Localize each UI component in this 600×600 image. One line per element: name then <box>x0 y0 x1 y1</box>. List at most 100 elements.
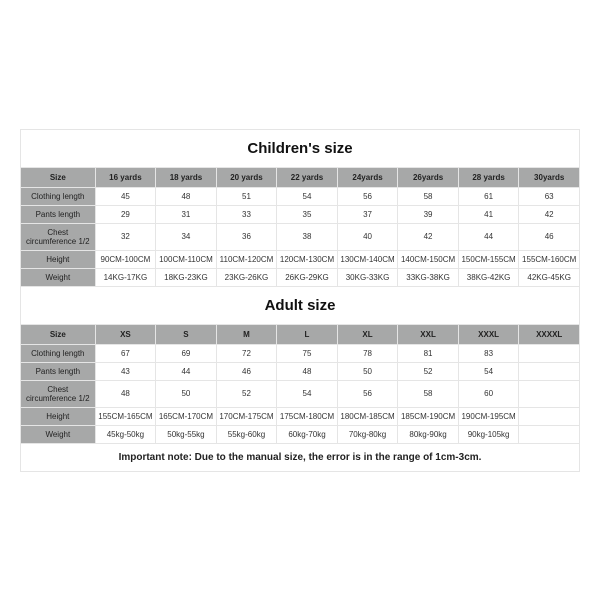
row-label: Weight <box>21 425 96 443</box>
cell: 38KG-42KG <box>458 268 519 286</box>
row-label: Chest circumference 1/2 <box>21 223 96 250</box>
cell: 37 <box>337 205 398 223</box>
cell: 55kg-60kg <box>216 425 277 443</box>
cell: 45 <box>95 187 156 205</box>
cell: 52 <box>216 380 277 407</box>
children-title-row: Children's size <box>21 129 580 167</box>
children-row-1: Pants length 29 31 33 35 37 39 41 42 <box>21 205 580 223</box>
row-label: Pants length <box>21 362 96 380</box>
children-col-8: 30yards <box>519 167 580 187</box>
children-col-3: 20 yards <box>216 167 277 187</box>
children-col-5: 24yards <box>337 167 398 187</box>
cell <box>519 380 580 407</box>
cell: 26KG-29KG <box>277 268 338 286</box>
adult-col-0: Size <box>21 324 96 344</box>
children-title: Children's size <box>21 129 580 167</box>
row-label: Height <box>21 250 96 268</box>
adult-col-4: L <box>277 324 338 344</box>
adult-row-3: Height 155CM-165CM 165CM-170CM 170CM-175… <box>21 407 580 425</box>
row-label: Clothing length <box>21 344 96 362</box>
cell: 54 <box>277 187 338 205</box>
page: Children's size Size 16 yards 18 yards 2… <box>0 0 600 600</box>
cell: 44 <box>458 223 519 250</box>
cell: 90CM-100CM <box>95 250 156 268</box>
cell: 140CM-150CM <box>398 250 459 268</box>
cell: 61 <box>458 187 519 205</box>
cell: 31 <box>156 205 217 223</box>
cell: 155CM-160CM <box>519 250 580 268</box>
cell: 46 <box>216 362 277 380</box>
cell: 18KG-23KG <box>156 268 217 286</box>
cell: 54 <box>458 362 519 380</box>
adult-col-8: XXXXL <box>519 324 580 344</box>
cell: 72 <box>216 344 277 362</box>
cell: 58 <box>398 187 459 205</box>
row-label: Chest circumference 1/2 <box>21 380 96 407</box>
adult-row-1: Pants length 43 44 46 48 50 52 54 <box>21 362 580 380</box>
cell: 81 <box>398 344 459 362</box>
cell <box>519 344 580 362</box>
cell: 33 <box>216 205 277 223</box>
adult-row-2: Chest circumference 1/2 48 50 52 54 56 5… <box>21 380 580 407</box>
cell: 51 <box>216 187 277 205</box>
adult-row-0: Clothing length 67 69 72 75 78 81 83 <box>21 344 580 362</box>
cell: 30KG-33KG <box>337 268 398 286</box>
cell: 45kg-50kg <box>95 425 156 443</box>
children-row-2: Chest circumference 1/2 32 34 36 38 40 4… <box>21 223 580 250</box>
cell: 83 <box>458 344 519 362</box>
size-chart: Children's size Size 16 yards 18 yards 2… <box>20 129 580 472</box>
cell: 48 <box>277 362 338 380</box>
cell: 46 <box>519 223 580 250</box>
children-header-row: Size 16 yards 18 yards 20 yards 22 yards… <box>21 167 580 187</box>
cell: 60kg-70kg <box>277 425 338 443</box>
cell: 175CM-180CM <box>277 407 338 425</box>
cell: 42KG-45KG <box>519 268 580 286</box>
cell <box>519 407 580 425</box>
adult-col-6: XXL <box>398 324 459 344</box>
children-row-0: Clothing length 45 48 51 54 56 58 61 63 <box>21 187 580 205</box>
children-col-0: Size <box>21 167 96 187</box>
adult-col-1: XS <box>95 324 156 344</box>
adult-col-5: XL <box>337 324 398 344</box>
cell: 110CM-120CM <box>216 250 277 268</box>
cell: 130CM-140CM <box>337 250 398 268</box>
cell: 48 <box>95 380 156 407</box>
cell: 14KG-17KG <box>95 268 156 286</box>
cell: 29 <box>95 205 156 223</box>
adult-col-3: M <box>216 324 277 344</box>
cell: 78 <box>337 344 398 362</box>
note-row: Important note: Due to the manual size, … <box>21 443 580 471</box>
cell: 58 <box>398 380 459 407</box>
children-col-1: 16 yards <box>95 167 156 187</box>
cell: 42 <box>519 205 580 223</box>
adult-col-7: XXXL <box>458 324 519 344</box>
cell: 75 <box>277 344 338 362</box>
cell: 90kg-105kg <box>458 425 519 443</box>
cell <box>519 362 580 380</box>
cell: 40 <box>337 223 398 250</box>
children-col-7: 28 yards <box>458 167 519 187</box>
row-label: Height <box>21 407 96 425</box>
cell: 48 <box>156 187 217 205</box>
cell: 44 <box>156 362 217 380</box>
cell: 185CM-190CM <box>398 407 459 425</box>
important-note: Important note: Due to the manual size, … <box>21 443 580 471</box>
cell: 23KG-26KG <box>216 268 277 286</box>
cell: 39 <box>398 205 459 223</box>
cell: 36 <box>216 223 277 250</box>
row-label: Weight <box>21 268 96 286</box>
cell: 80kg-90kg <box>398 425 459 443</box>
adult-title: Adult size <box>21 286 580 324</box>
cell: 34 <box>156 223 217 250</box>
children-col-2: 18 yards <box>156 167 217 187</box>
children-row-3: Height 90CM-100CM 100CM-110CM 110CM-120C… <box>21 250 580 268</box>
size-table: Children's size Size 16 yards 18 yards 2… <box>20 129 580 472</box>
adult-header-row: Size XS S M L XL XXL XXXL XXXXL <box>21 324 580 344</box>
adult-title-row: Adult size <box>21 286 580 324</box>
children-col-6: 26yards <box>398 167 459 187</box>
cell: 170CM-175CM <box>216 407 277 425</box>
cell: 52 <box>398 362 459 380</box>
children-row-4: Weight 14KG-17KG 18KG-23KG 23KG-26KG 26K… <box>21 268 580 286</box>
cell: 50 <box>156 380 217 407</box>
cell: 165CM-170CM <box>156 407 217 425</box>
